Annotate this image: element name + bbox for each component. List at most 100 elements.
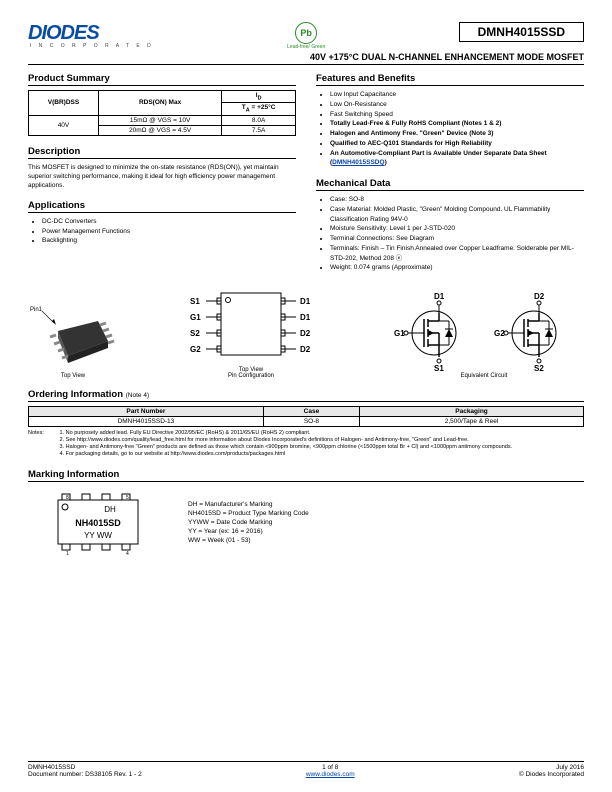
note-item: 4. For packaging details, go to our webs… <box>60 451 570 458</box>
marking-diagram: 85 14 DH NH4015SD YY WW <box>28 488 168 558</box>
applications-heading: Applications <box>28 200 296 213</box>
ordering-table: Part Number Case Packaging DMNH4015SSD-1… <box>28 406 584 427</box>
td-rds1: 15mΩ @ VGS = 10V <box>98 115 221 125</box>
feature-item-bold: Totally Lead-Free & Fully RoHS Compliant… <box>330 119 584 129</box>
chip-line3: YY WW <box>84 531 112 540</box>
legend-item: YY = Year (ex: 16 = 2016) <box>188 527 309 536</box>
summary-heading: Product Summary <box>28 73 296 86</box>
logo-text: DIODES <box>28 22 154 45</box>
footer-url[interactable]: www.diodes.com <box>306 771 355 778</box>
logo: DIODES I N C O R P O R A T E D <box>28 22 154 49</box>
footer-page: 1 of 8 <box>306 764 355 771</box>
footer-doc: Document number: DS38105 Rev. 1 - 2 <box>28 771 142 778</box>
pin-configuration: S1G1 S2G2 D1D1 D2D2 Top View Pin Configu… <box>176 285 326 379</box>
mech-item: Case Material: Molded Plastic, "Green" M… <box>330 205 584 225</box>
th-vbr: V(BR)DSS <box>29 91 99 116</box>
td-vbr: 40V <box>29 115 99 135</box>
mech-item: Moisture Sensitivity: Level 1 per J-STD-… <box>330 224 584 234</box>
svg-text:D2: D2 <box>534 292 545 301</box>
svg-text:G1: G1 <box>394 329 405 338</box>
app-item: Power Management Functions <box>42 227 296 237</box>
package-3d-view: Pin1 Top View <box>28 301 118 379</box>
part-number: DMNH4015SSD <box>459 22 584 42</box>
td-pack: 2,500/Tape & Reel <box>360 417 584 427</box>
mechanical-list: Case: SO-8 Case Material: Molded Plastic… <box>316 195 584 273</box>
svg-text:5: 5 <box>126 495 129 501</box>
note-item: 1. No purposely added lead. Fully EU Dir… <box>60 430 570 437</box>
svg-text:4: 4 <box>126 551 129 557</box>
datasheet-link[interactable]: DMNH4015SSDQ <box>332 159 384 166</box>
mech-item: Case: SO-8 <box>330 195 584 205</box>
notes-body: 1. No purposely added lead. Fully EU Dir… <box>60 430 570 459</box>
legend-item: DH = Manufacturer's Marking <box>188 500 309 509</box>
th-id: ID <box>222 91 296 103</box>
note-item: 3. Halogen- and Antimony-free "Green" pr… <box>60 444 570 451</box>
package-icon: Pin1 <box>28 301 118 371</box>
pb-icon: Pb <box>295 22 317 44</box>
svg-text:D1: D1 <box>300 313 311 322</box>
th-ta: TA = +25°C <box>222 103 296 115</box>
applications-list: DC-DC Converters Power Management Functi… <box>28 217 296 246</box>
diagrams-row: Pin1 Top View <box>28 285 584 379</box>
mechanical-heading: Mechanical Data <box>316 178 584 191</box>
app-item: DC-DC Converters <box>42 217 296 227</box>
footer-date: July 2016 <box>519 764 584 771</box>
svg-text:D1: D1 <box>434 292 445 301</box>
right-column: Features and Benefits Low Input Capacita… <box>316 73 584 273</box>
svg-text:G2: G2 <box>190 345 201 354</box>
legend-item: YYWW = Date Code Marking <box>188 518 309 527</box>
description-heading: Description <box>28 146 296 159</box>
footer-right: July 2016 © Diodes Incorporated <box>519 764 584 778</box>
th-part: Part Number <box>29 407 264 417</box>
feature-suffix: ) <box>385 159 387 166</box>
notes-label: Notes: <box>28 430 58 437</box>
td-id1: 8.0A <box>222 115 296 125</box>
svg-text:G1: G1 <box>190 313 201 322</box>
pb-caption: Lead-free/ Green <box>287 44 325 50</box>
ordering-heading: Ordering Information (Note 4) <box>28 389 584 402</box>
chip-line1: DH <box>104 505 116 514</box>
svg-text:S1: S1 <box>434 364 444 371</box>
th-rds: RDS(ON) Max <box>98 91 221 116</box>
logo-subtext: I N C O R P O R A T E D <box>30 43 154 49</box>
svg-text:1: 1 <box>66 551 69 557</box>
page-subtitle: 40V +175°C DUAL N-CHANNEL ENHANCEMENT MO… <box>28 52 584 65</box>
left-column: Product Summary V(BR)DSS RDS(ON) Max ID … <box>28 73 296 273</box>
legend-item: NH4015SD = Product Type Marking Code <box>188 509 309 518</box>
th-case: Case <box>263 407 359 417</box>
diag-caption: Equivalent Circuit <box>384 373 584 379</box>
footer-copyright: © Diodes Incorporated <box>519 771 584 778</box>
svg-text:D1: D1 <box>300 297 311 306</box>
td-part: DMNH4015SSD-13 <box>29 417 264 427</box>
marking-legend: DH = Manufacturer's Marking NH4015SD = P… <box>188 500 309 545</box>
footer-center: 1 of 8 www.diodes.com <box>306 764 355 778</box>
main-columns: Product Summary V(BR)DSS RDS(ON) Max ID … <box>28 73 584 273</box>
circuit-icon: D1 G1 S1 <box>384 291 584 371</box>
svg-text:D2: D2 <box>300 345 311 354</box>
page-footer: DMNH4015SSD Document number: DS38105 Rev… <box>28 761 584 778</box>
svg-text:D2: D2 <box>300 329 311 338</box>
td-rds2: 20mΩ @ VGS = 4.5V <box>98 125 221 135</box>
ordering-title: Ordering Information <box>28 389 123 400</box>
part-header: DMNH4015SSD <box>459 22 584 42</box>
features-list: Low Input Capacitance Low On-Resistance … <box>316 90 584 168</box>
leadfree-badge: Pb Lead-free/ Green <box>287 22 325 50</box>
legend-item: WW = Week (01 - 53) <box>188 536 309 545</box>
diag-caption: Top View Pin Configuration <box>176 367 326 379</box>
mech-item: Weight: 0.074 grams (Approximate) <box>330 263 584 273</box>
footer-part: DMNH4015SSD <box>28 764 142 771</box>
summary-table: V(BR)DSS RDS(ON) Max ID TA = +25°C 40V 1… <box>28 90 296 136</box>
marking-row: 85 14 DH NH4015SD YY WW DH = Manufacture… <box>28 488 584 558</box>
pinout-icon: S1G1 S2G2 D1D1 D2D2 <box>176 285 326 365</box>
feature-item: Low Input Capacitance <box>330 90 584 100</box>
footer-left: DMNH4015SSD Document number: DS38105 Rev… <box>28 764 142 778</box>
header: DIODES I N C O R P O R A T E D Pb Lead-f… <box>28 22 584 50</box>
svg-text:S2: S2 <box>534 364 544 371</box>
th-pack: Packaging <box>360 407 584 417</box>
svg-text:8: 8 <box>66 495 69 501</box>
app-item: Backlighting <box>42 236 296 246</box>
description-text: This MOSFET is designed to minimize the … <box>28 163 296 190</box>
diag-caption: Top View <box>28 373 118 379</box>
feature-item-bold: Qualified to AEC-Q101 Standards for High… <box>330 139 584 149</box>
mech-item: Terminals: Finish – Tin Finish Annealed … <box>330 244 584 264</box>
